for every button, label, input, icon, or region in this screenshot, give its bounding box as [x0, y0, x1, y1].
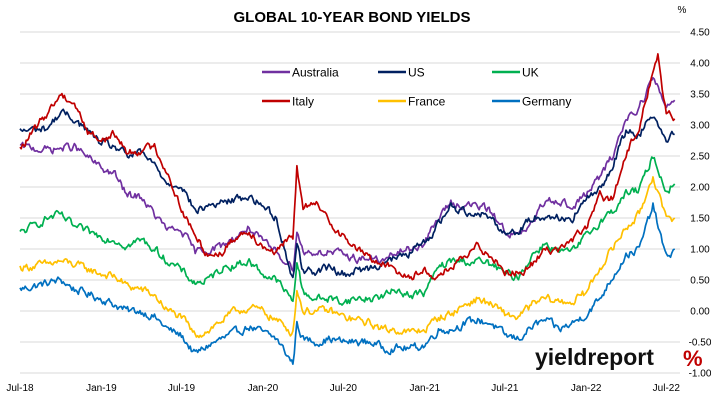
series-line-france	[19, 176, 676, 339]
legend-label: France	[408, 95, 446, 109]
y-tick-label: 2.00	[690, 183, 710, 194]
legend-label: Italy	[292, 95, 314, 109]
x-tick-label: Jan-20	[248, 383, 279, 394]
y-tick-label: 3.00	[690, 121, 710, 132]
series-line-germany	[19, 202, 676, 365]
logo-text: yieldreport	[535, 344, 654, 370]
y-tick-label: -0.50	[689, 338, 712, 349]
y-tick-label: 4.00	[690, 59, 710, 70]
x-tick-label: Jul-20	[330, 383, 358, 394]
legend-label: Germany	[522, 95, 571, 109]
series-line-uk	[19, 156, 676, 306]
series-line-italy	[19, 53, 676, 281]
legend-label: UK	[522, 66, 539, 80]
series-lines	[19, 53, 676, 365]
legend-label: US	[408, 66, 425, 80]
y-tick-label: 1.00	[690, 245, 710, 256]
legend: Australia US UK Italy France Germany	[262, 66, 571, 109]
series-line-us	[19, 108, 675, 279]
y-axis-ticks: -1.00 -0.50 0.00 0.50 1.00 1.50 2.00 2.50 3.00 3.…	[689, 28, 712, 380]
x-tick-label: Jan-22	[571, 383, 602, 394]
y-tick-label: 1.50	[690, 214, 710, 225]
y-tick-label: 4.50	[690, 28, 710, 39]
legend-label: Australia	[292, 66, 339, 80]
chart-title: GLOBAL 10-YEAR BOND YIELDS	[234, 9, 471, 26]
y-tick-label: 0.50	[690, 276, 710, 287]
grid-lines	[20, 31, 680, 374]
x-tick-label: Jul-21	[491, 383, 519, 394]
y-tick-label: -1.00	[689, 369, 712, 380]
x-axis-ticks: Jul-18 Jan-19 Jul-19 Jan-20 Jul-20 Jan-21 Jul-…	[6, 383, 680, 394]
series-line-australia	[19, 76, 676, 272]
y-tick-label: 2.50	[690, 152, 710, 163]
logo-percent-mark: %	[683, 346, 703, 371]
x-tick-label: Jan-21	[409, 383, 440, 394]
x-tick-label: Jul-19	[168, 383, 196, 394]
x-tick-label: Jan-19	[86, 383, 117, 394]
y-tick-label: 0.00	[690, 307, 710, 318]
x-tick-label: Jul-22	[653, 383, 681, 394]
y-axis-unit: %	[678, 5, 687, 16]
yieldreport-logo: yieldreport %	[535, 344, 703, 371]
y-tick-label: 3.50	[690, 90, 710, 101]
x-tick-label: Jul-18	[6, 383, 34, 394]
